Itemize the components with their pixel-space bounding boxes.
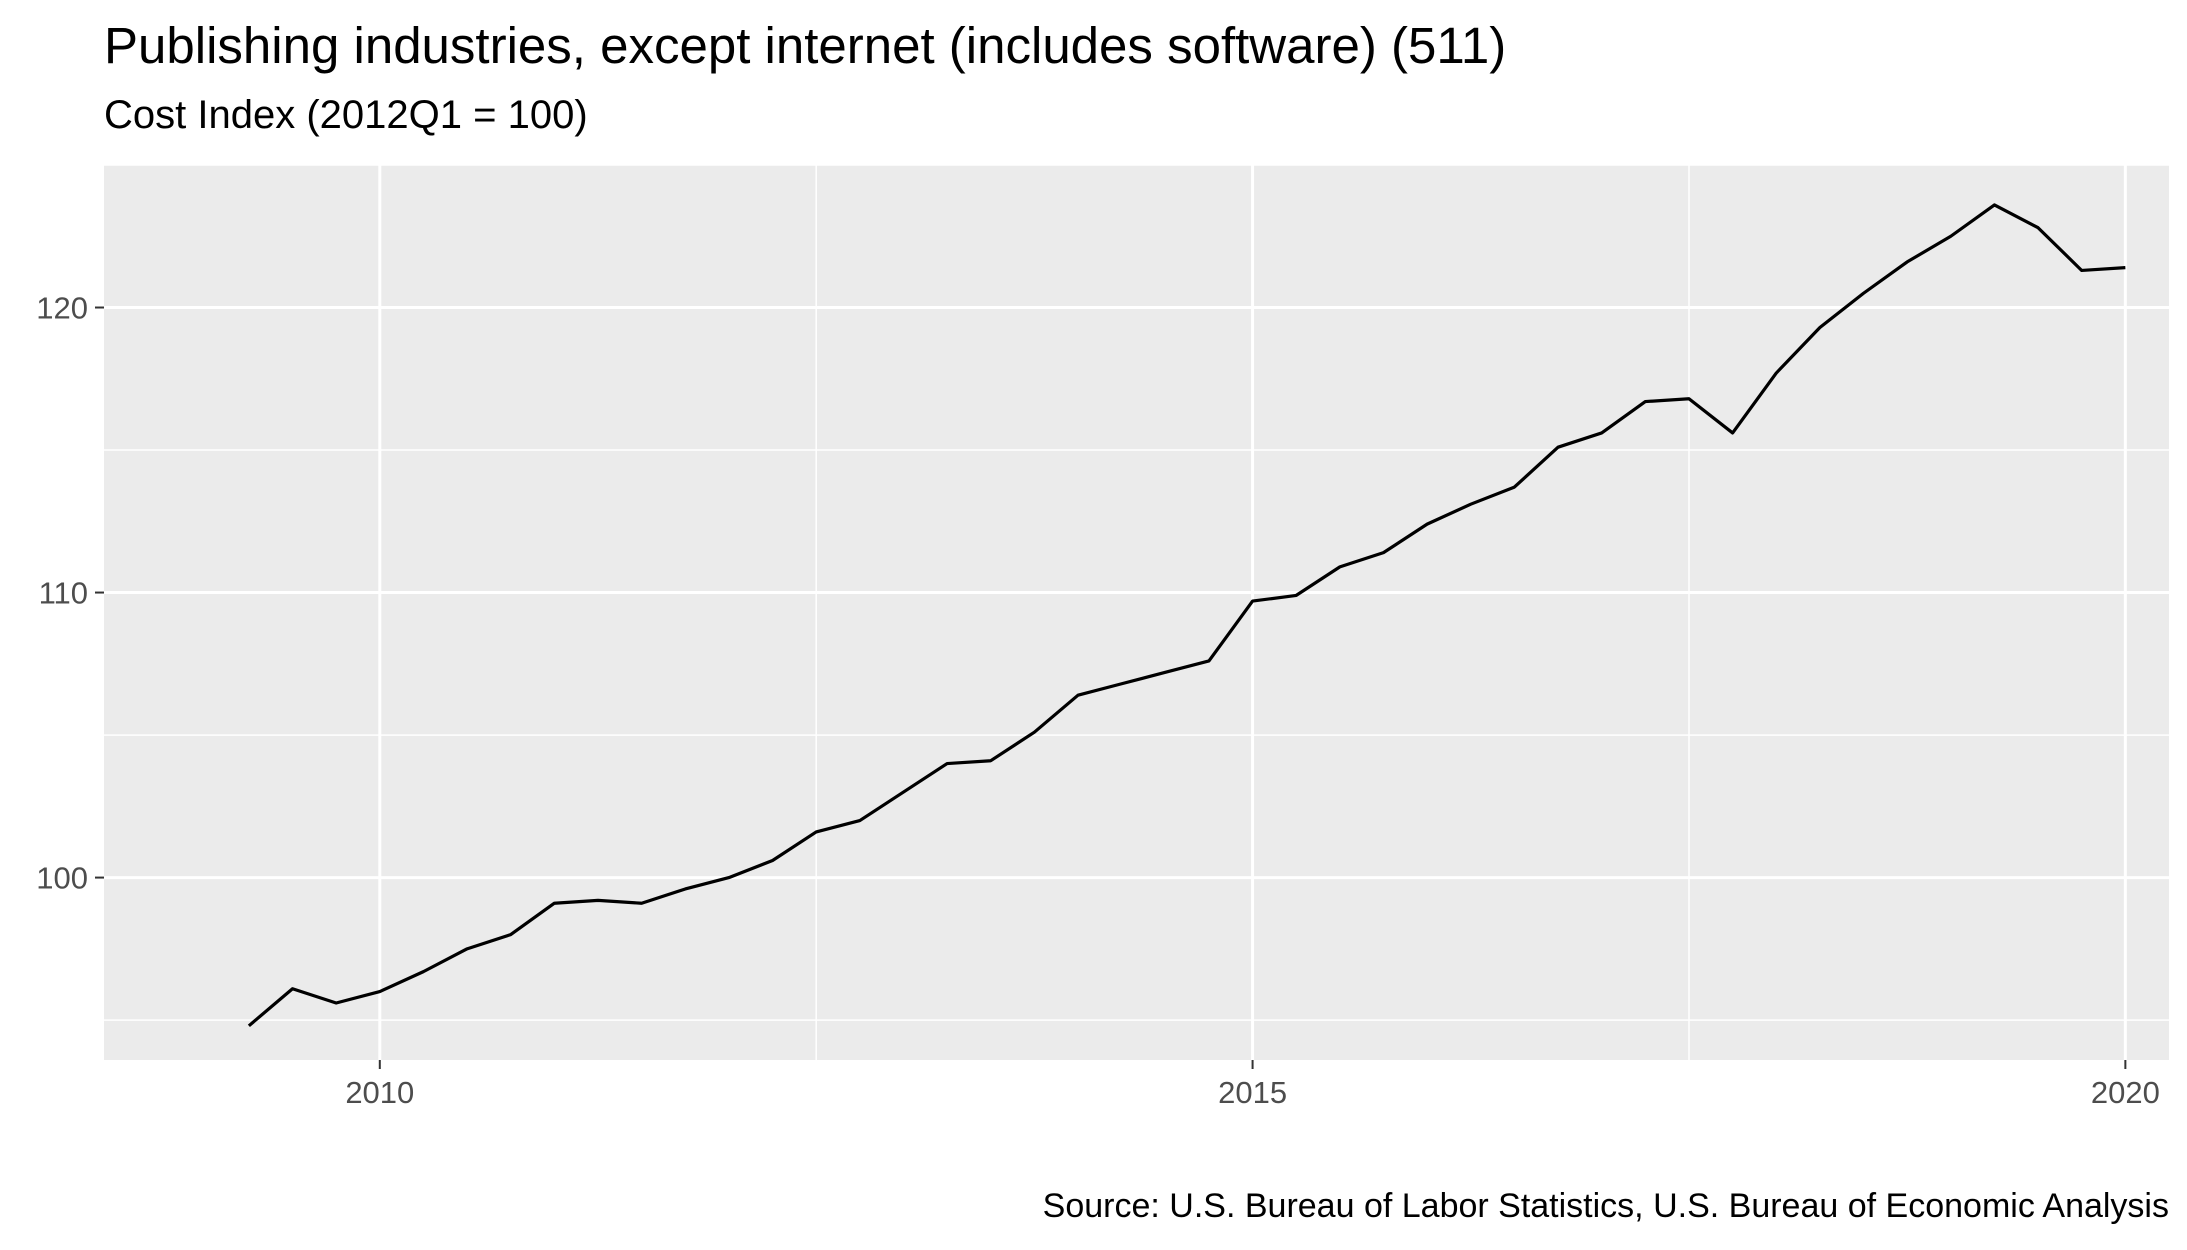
- y-tick-label: 120: [36, 291, 88, 326]
- chart-title: Publishing industries, except internet (…: [104, 17, 1507, 74]
- x-tick-label: 2015: [1218, 1075, 1287, 1110]
- series-group: [247, 203, 2126, 1028]
- x-tick-label: 2010: [345, 1075, 414, 1110]
- source-caption: Source: U.S. Bureau of Labor Statistics,…: [1042, 1187, 2169, 1225]
- y-tick-label: 110: [39, 576, 88, 611]
- y-axis: 100 110 120: [36, 291, 104, 896]
- x-tick-label: 2020: [2091, 1075, 2160, 1110]
- x-axis: 2010 2015 2020: [345, 1060, 2160, 1110]
- y-tick-label: 100: [36, 861, 88, 896]
- plot-panel: [104, 165, 2169, 1060]
- minor-gridlines: [104, 164, 2169, 1060]
- chart-subtitle: Cost Index (2012Q1 = 100): [104, 93, 588, 137]
- major-gridlines: [104, 165, 2169, 1060]
- series-line: [247, 203, 2126, 1028]
